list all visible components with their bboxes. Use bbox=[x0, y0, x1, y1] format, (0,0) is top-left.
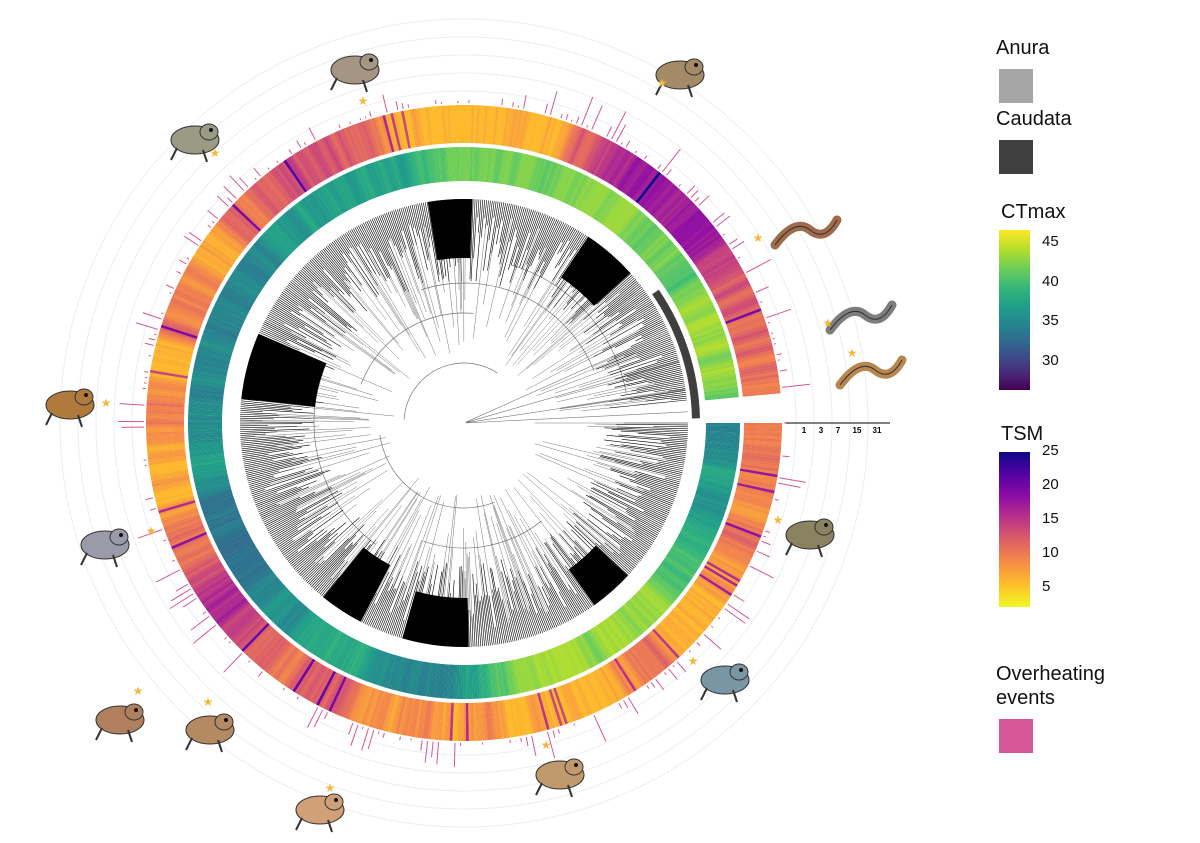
ctmax-colorbar bbox=[999, 230, 1030, 390]
tsm-ring bbox=[146, 105, 782, 741]
star-icon: ★ bbox=[657, 76, 668, 90]
star-icon: ★ bbox=[358, 94, 369, 108]
frog-icon bbox=[95, 703, 145, 743]
star-icon: ★ bbox=[146, 524, 157, 538]
star-icon: ★ bbox=[688, 654, 699, 668]
species-illustrations: ★ ★ ★ ★ ★ ★ ★ ★ ★ ★ ★ ★ ★ ★ bbox=[45, 53, 907, 833]
salamander-icon bbox=[825, 300, 897, 335]
overheating-scale: 1 3 7 15 31 bbox=[786, 422, 890, 435]
frog-icon bbox=[170, 123, 220, 163]
ctmax-tick: 45 bbox=[1042, 233, 1059, 250]
legend-overheating-title-2: events bbox=[996, 687, 1055, 709]
star-icon: ★ bbox=[847, 346, 858, 360]
legend-anura-title: Anura bbox=[996, 37, 1050, 59]
legend-anura: Anura bbox=[996, 36, 1196, 103]
phylogenetic-tree bbox=[240, 198, 688, 648]
overheating-events-bars bbox=[117, 90, 810, 768]
legend-ctmax: CTmax 45 40 35 30 bbox=[996, 200, 1196, 390]
star-icon: ★ bbox=[133, 684, 144, 698]
toad-icon bbox=[295, 793, 345, 833]
toad-icon bbox=[80, 528, 130, 568]
star-icon: ★ bbox=[101, 396, 112, 410]
tsm-tick: 5 bbox=[1042, 578, 1051, 595]
legend-overheating: Overheating events bbox=[996, 662, 1196, 753]
ctmax-tick: 30 bbox=[1042, 352, 1059, 369]
ctmax-ring bbox=[187, 147, 740, 699]
star-icon: ★ bbox=[541, 738, 552, 752]
star-icon: ★ bbox=[210, 146, 221, 160]
tsm-tick: 15 bbox=[1042, 510, 1059, 527]
scale-label: 3 bbox=[819, 426, 824, 435]
anura-swatch bbox=[999, 69, 1033, 103]
frog-icon bbox=[185, 713, 235, 753]
frog-icon bbox=[785, 518, 835, 558]
ctmax-tick: 40 bbox=[1042, 273, 1059, 290]
newt-icon bbox=[835, 355, 907, 390]
caudata-swatch bbox=[999, 140, 1033, 174]
scale-label: 7 bbox=[836, 426, 841, 435]
tsm-tick: 20 bbox=[1042, 476, 1059, 493]
frog-icon bbox=[45, 388, 95, 428]
star-icon: ★ bbox=[823, 316, 834, 330]
legend-tsm-title: TSM bbox=[1001, 423, 1044, 445]
legend-caudata-title: Caudata bbox=[996, 108, 1072, 130]
tsm-tick: 10 bbox=[1042, 544, 1059, 561]
legend-ctmax-title: CTmax bbox=[1001, 201, 1066, 223]
scale-label: 15 bbox=[853, 426, 862, 435]
treefrog-icon bbox=[700, 663, 750, 703]
tsm-colorbar bbox=[999, 452, 1030, 607]
star-icon: ★ bbox=[773, 513, 784, 527]
toad-icon bbox=[330, 53, 380, 93]
star-icon: ★ bbox=[325, 781, 336, 795]
scale-label: 31 bbox=[873, 426, 882, 435]
legend-overheating-title: Overheating bbox=[996, 663, 1105, 685]
ctmax-tick: 35 bbox=[1042, 312, 1059, 329]
legend-tsm: TSM 25 20 15 10 5 bbox=[996, 422, 1196, 612]
legend-caudata: Caudata bbox=[996, 107, 1196, 174]
legend: Anura Caudata CTmax 45 40 35 30 TSM 25 2… bbox=[996, 36, 1196, 753]
star-icon: ★ bbox=[203, 695, 214, 709]
tsm-tick: 25 bbox=[1042, 442, 1059, 459]
frog-icon bbox=[535, 758, 585, 798]
order-ring bbox=[652, 289, 700, 423]
phylogenetic-circular-tree: 1 3 7 15 31 ★ ★ ★ ★ ★ ★ ★ ★ ★ ★ ★ ★ ★ ★ bbox=[45, 18, 907, 833]
toad-icon bbox=[655, 58, 705, 98]
scale-label: 1 bbox=[802, 426, 807, 435]
star-icon: ★ bbox=[753, 231, 764, 245]
overheating-swatch bbox=[999, 719, 1033, 753]
salamander-icon bbox=[770, 215, 842, 250]
